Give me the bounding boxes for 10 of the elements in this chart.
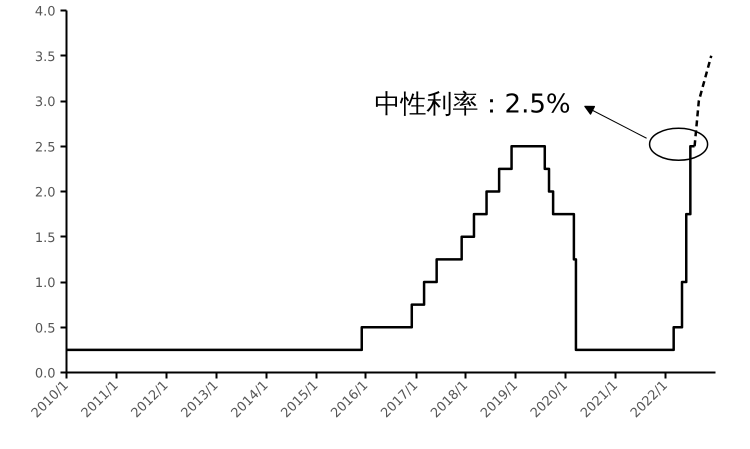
y-tick-label: 1.0 — [34, 276, 56, 291]
y-tick-label: 3.0 — [34, 95, 56, 110]
y-tick-label: 2.0 — [34, 186, 56, 200]
y-tick-label: 1.5 — [34, 230, 56, 246]
y-tick-label: 3.5 — [34, 50, 56, 65]
y-tick-label: 2.5 — [34, 140, 56, 156]
annotation: 中性利率：2.5% — [374, 89, 571, 120]
y-tick-label: 0.0 — [34, 366, 56, 382]
y-tick-label: 0.5 — [34, 321, 56, 336]
y-tick-label: 4.0 — [34, 4, 56, 20]
